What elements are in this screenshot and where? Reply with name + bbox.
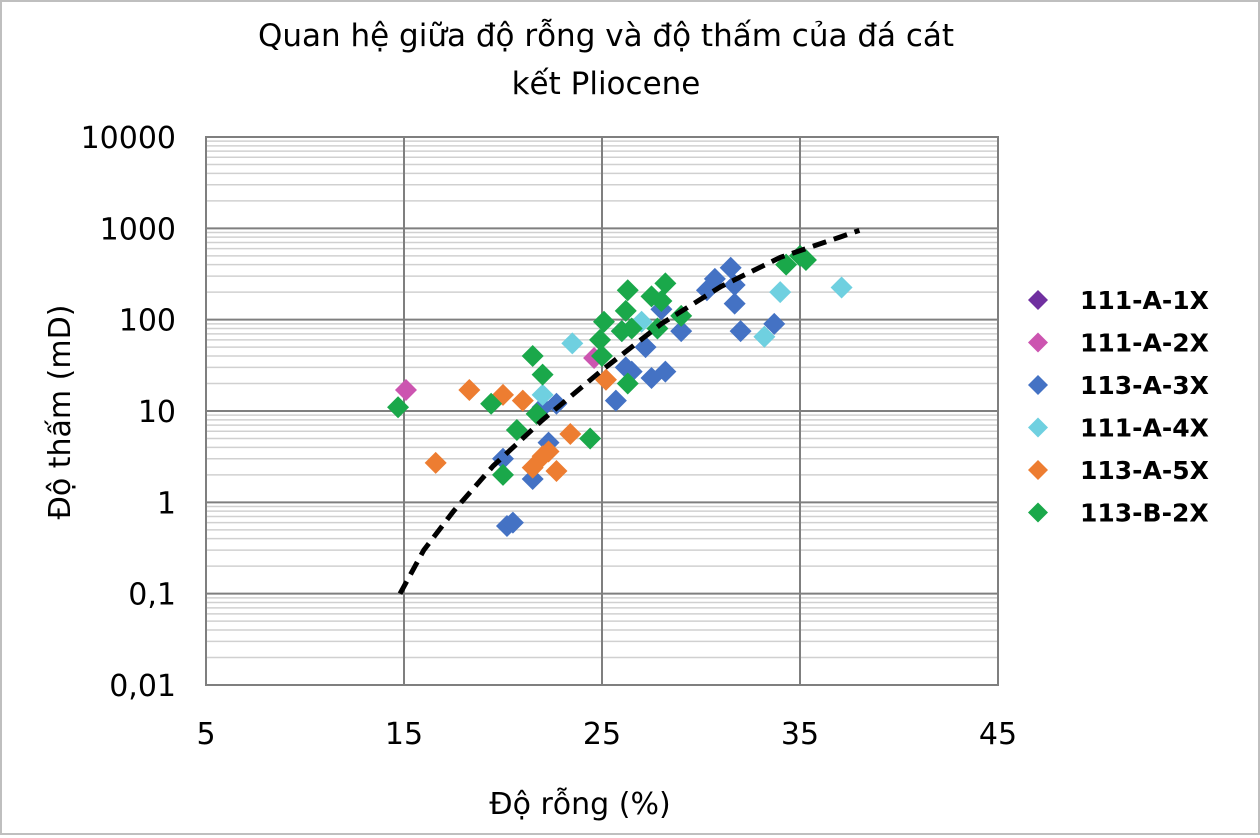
legend-label: 111-A-4X <box>1080 414 1209 443</box>
data-point-113-A-3X <box>604 389 627 412</box>
data-point-113-A-5X <box>559 422 582 445</box>
y-tick-label: 10000 <box>81 121 176 156</box>
y-tick-label: 0,1 <box>128 578 176 613</box>
data-point-111-A-4X <box>753 325 776 348</box>
data-point-113-A-3X <box>501 511 524 534</box>
legend-marker <box>1028 502 1048 523</box>
data-point-113-A-5X <box>511 389 534 412</box>
y-axis-label: Độ thấm (mD) <box>43 305 78 520</box>
x-tick-label: 45 <box>979 717 1017 752</box>
data-point-111-A-2X <box>394 378 417 401</box>
data-point-113-A-3X <box>654 360 677 383</box>
y-tick-label: 1000 <box>100 212 176 247</box>
data-markers <box>387 244 853 538</box>
legend-label: 113-A-3X <box>1080 371 1209 400</box>
legend: 111-A-1X 111-A-2X 113-A-3X 111-A-4X 113-A-5X… <box>1028 286 1209 528</box>
data-point-113-A-3X <box>545 392 568 415</box>
data-point-113-B-2X <box>654 272 677 295</box>
data-point-113-A-3X <box>670 320 693 343</box>
data-point-113-B-2X <box>579 427 602 450</box>
data-point-113-A-3X <box>729 320 752 343</box>
data-point-113-B-2X <box>591 345 613 368</box>
chart-title-line-2: kết Pliocene <box>512 66 701 102</box>
legend-label: 113-A-5X <box>1080 456 1209 485</box>
legend-marker <box>1028 375 1048 395</box>
data-point-113-A-5X <box>545 460 568 483</box>
x-tick-label: 25 <box>583 717 621 752</box>
y-tick-label: 0,01 <box>109 669 176 704</box>
y-axis-ticks: 0,01 0,1 1 10 100 1000 10000 <box>81 121 176 704</box>
x-tick-label: 5 <box>196 717 215 752</box>
data-point-113-B-2X <box>492 463 514 486</box>
data-point-113-B-2X <box>620 317 643 340</box>
data-point-113-B-2X <box>480 392 503 415</box>
legend-marker <box>1028 460 1048 480</box>
data-point-113-A-3X <box>723 292 746 315</box>
data-point-113-A-3X <box>763 312 786 335</box>
data-point-113-B-2X <box>592 310 615 333</box>
legend-label: 111-A-2X <box>1080 329 1209 358</box>
data-point-113-A-5X <box>458 378 481 401</box>
x-axis-ticks: 5 15 25 35 45 <box>196 717 1017 752</box>
data-point-113-A-3X <box>719 256 742 279</box>
plot-area <box>205 136 999 686</box>
data-point-111-A-4X <box>769 281 792 304</box>
data-point-113-B-2X <box>616 279 639 302</box>
data-point-113-A-5X <box>424 451 447 474</box>
data-point-113-B-2X <box>531 363 554 386</box>
x-axis-label: Độ rỗng (%) <box>489 787 670 822</box>
data-point-111-A-4X <box>561 332 584 355</box>
chart-title-line-1: Quan hệ giữa độ rỗng và độ thấm của đá c… <box>258 18 954 54</box>
data-point-111-A-4X <box>830 276 853 299</box>
data-point-113-B-2X <box>614 299 637 322</box>
legend-label: 113-B-2X <box>1080 499 1209 528</box>
data-point-113-A-3X <box>521 468 544 491</box>
data-point-113-B-2X <box>616 372 639 395</box>
data-point-113-B-2X <box>794 249 817 272</box>
trendline <box>397 228 861 595</box>
data-point-113-A-3X <box>634 336 657 359</box>
data-point-113-B-2X <box>650 290 673 313</box>
x-tick-label: 35 <box>781 717 819 752</box>
data-point-113-B-2X <box>387 396 410 419</box>
x-tick-label: 15 <box>385 717 423 752</box>
y-tick-label: 10 <box>138 395 176 430</box>
legend-label: 111-A-1X <box>1080 286 1209 315</box>
legend-marker <box>1028 332 1048 353</box>
data-point-111-A-4X <box>531 383 554 406</box>
data-point-113-A-5X <box>594 368 617 391</box>
data-point-113-B-2X <box>521 345 544 368</box>
y-tick-label: 100 <box>119 304 176 339</box>
data-point-113-A-5X <box>537 440 560 463</box>
legend-marker <box>1028 417 1048 438</box>
legend-marker <box>1028 290 1048 310</box>
y-tick-label: 1 <box>157 486 176 521</box>
data-point-113-B-2X <box>589 328 612 351</box>
